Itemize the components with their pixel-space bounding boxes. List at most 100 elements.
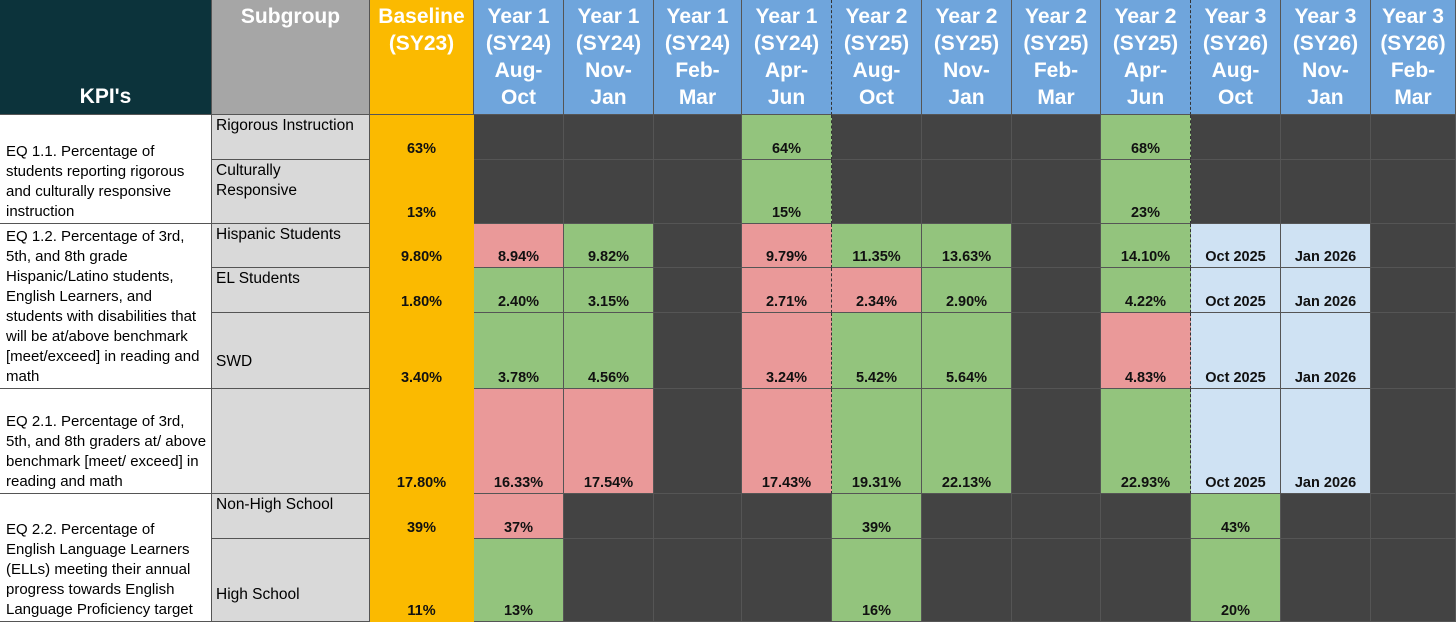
kpi-value-cell (1101, 494, 1191, 539)
kpi-eq-1-2: EQ 1.2. Percentage of 3rd, 5th, and 8th … (0, 224, 212, 389)
kpi-value-cell: Oct 2025 (1191, 268, 1281, 313)
kpi-value-cell: 15% (742, 160, 832, 224)
kpi-value-cell: 4.56% (564, 313, 654, 389)
kpi-value-cell: 2.71% (742, 268, 832, 313)
kpi-value-cell (742, 494, 832, 539)
kpi-value-cell: Oct 2025 (1191, 224, 1281, 268)
kpi-value-cell: Oct 2025 (1191, 313, 1281, 389)
kpi-value-cell (1281, 115, 1371, 160)
subgroup-cell: Non-High School (212, 494, 370, 539)
period-column-header: Year 3 (SY26) Aug- Oct (1191, 0, 1281, 115)
kpi-value-cell: 8.94% (474, 224, 564, 268)
kpi-value-cell: 68% (1101, 115, 1191, 160)
kpi-value-cell (474, 115, 564, 160)
kpi-value-cell (564, 115, 654, 160)
kpi-value-cell (1012, 160, 1101, 224)
kpi-value-cell (654, 268, 742, 313)
kpi-value-cell (742, 539, 832, 622)
kpi-value-cell: Jan 2026 (1281, 389, 1371, 494)
kpi-value-cell (832, 115, 922, 160)
kpi-value-cell: 39% (832, 494, 922, 539)
kpi-value-cell (654, 224, 742, 268)
subgroup-cell: High School (212, 539, 370, 622)
baseline-cell: 3.40% (370, 313, 474, 389)
kpi-value-cell (1281, 160, 1371, 224)
kpi-value-cell (1371, 268, 1456, 313)
period-column-header: Year 3 (SY26) Nov- Jan (1281, 0, 1371, 115)
kpi-value-cell (654, 494, 742, 539)
period-column-header: Year 1 (SY24) Nov- Jan (564, 0, 654, 115)
subgroup-cell: SWD (212, 313, 370, 389)
baseline-cell: 1.80% (370, 268, 474, 313)
baseline-column-header: Baseline (SY23) (370, 0, 474, 115)
baseline-cell: 11% (370, 539, 474, 622)
kpi-eq-2-1: EQ 2.1. Percentage of 3rd, 5th, and 8th … (0, 389, 212, 494)
kpi-value-cell: 37% (474, 494, 564, 539)
kpi-value-cell (1371, 313, 1456, 389)
kpi-value-cell: Jan 2026 (1281, 268, 1371, 313)
kpi-eq-1-1: EQ 1.1. Percentage of students reporting… (0, 115, 212, 224)
period-column-header: Year 1 (SY24) Aug- Oct (474, 0, 564, 115)
kpi-value-cell: 16.33% (474, 389, 564, 494)
kpi-value-cell: Jan 2026 (1281, 224, 1371, 268)
kpi-value-cell: 23% (1101, 160, 1191, 224)
kpi-value-cell (1101, 539, 1191, 622)
subgroup-cell: Culturally Responsive (212, 160, 370, 224)
baseline-cell: 39% (370, 494, 474, 539)
kpi-value-cell: 2.90% (922, 268, 1012, 313)
kpi-value-cell (564, 160, 654, 224)
kpi-value-cell (654, 160, 742, 224)
kpi-value-cell (832, 160, 922, 224)
kpi-value-cell (654, 115, 742, 160)
period-column-header: Year 2 (SY25) Feb- Mar (1012, 0, 1101, 115)
kpi-value-cell: 17.54% (564, 389, 654, 494)
period-column-header: Year 1 (SY24) Apr- Jun (742, 0, 832, 115)
baseline-cell: 13% (370, 160, 474, 224)
period-column-header: Year 2 (SY25) Aug- Oct (832, 0, 922, 115)
kpi-value-cell: 2.40% (474, 268, 564, 313)
subgroup-cell: Rigorous Instruction (212, 115, 370, 160)
baseline-cell: 63% (370, 115, 474, 160)
kpi-value-cell (1012, 268, 1101, 313)
kpi-value-cell: 20% (1191, 539, 1281, 622)
kpi-value-cell (922, 115, 1012, 160)
period-column-header: Year 1 (SY24) Feb- Mar (654, 0, 742, 115)
baseline-cell: 9.80% (370, 224, 474, 268)
kpi-value-cell (1371, 494, 1456, 539)
kpi-value-cell: 2.34% (832, 268, 922, 313)
kpi-value-cell: 43% (1191, 494, 1281, 539)
kpi-value-cell: 5.42% (832, 313, 922, 389)
kpi-value-cell: 13% (474, 539, 564, 622)
kpi-value-cell: 4.83% (1101, 313, 1191, 389)
baseline-cell: 17.80% (370, 389, 474, 494)
kpi-value-cell: 11.35% (832, 224, 922, 268)
kpi-value-cell (1191, 160, 1281, 224)
kpi-value-cell (1281, 494, 1371, 539)
kpi-value-cell: 22.13% (922, 389, 1012, 494)
kpi-value-cell (1012, 115, 1101, 160)
kpi-value-cell (1012, 539, 1101, 622)
kpi-value-cell (1371, 115, 1456, 160)
kpi-value-cell: 3.15% (564, 268, 654, 313)
kpi-value-cell: Oct 2025 (1191, 389, 1281, 494)
kpi-value-cell (1371, 389, 1456, 494)
kpi-value-cell: 9.82% (564, 224, 654, 268)
kpi-value-cell (564, 494, 654, 539)
kpi-value-cell: 14.10% (1101, 224, 1191, 268)
kpi-value-cell (474, 160, 564, 224)
kpi-value-cell: 22.93% (1101, 389, 1191, 494)
subgroup-cell: Hispanic Students (212, 224, 370, 268)
subgroup-cell: EL Students (212, 268, 370, 313)
kpi-value-cell: 17.43% (742, 389, 832, 494)
period-column-header: Year 2 (SY25) Apr- Jun (1101, 0, 1191, 115)
kpi-value-cell (1371, 539, 1456, 622)
kpi-value-cell (1012, 494, 1101, 539)
kpi-value-cell (1191, 115, 1281, 160)
kpi-value-cell (1012, 224, 1101, 268)
kpi-value-cell (1371, 224, 1456, 268)
kpi-value-cell: 3.78% (474, 313, 564, 389)
kpi-value-cell: 19.31% (832, 389, 922, 494)
subgroup-column-header: Subgroup (212, 0, 370, 115)
kpi-value-cell: 64% (742, 115, 832, 160)
